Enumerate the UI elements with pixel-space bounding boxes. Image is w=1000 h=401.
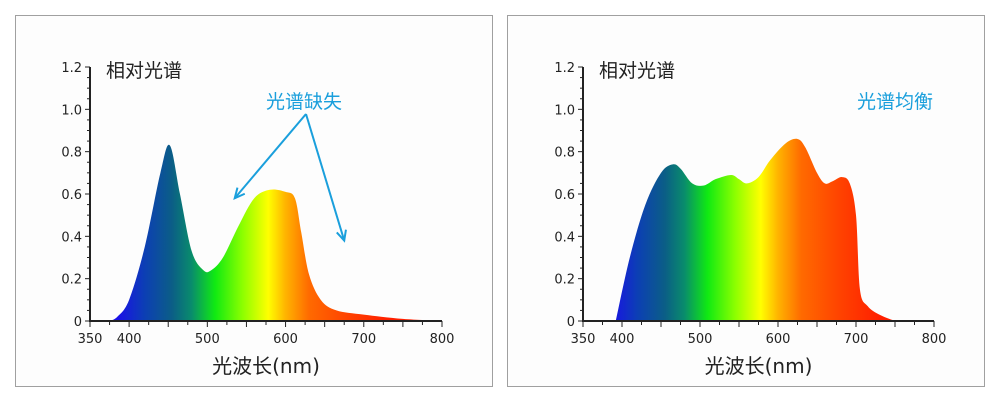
y-tick-label: 0.4 (61, 230, 82, 245)
spectrum-chart-balanced: 0 0.2 0.4 0.6 0.8 1.0 1.2 350 400 500 600 700 800 相对光… (507, 15, 985, 387)
y-tick-label: 1.0 (61, 103, 82, 118)
x-tick-label: 400 (610, 332, 635, 347)
x-tick-label: 700 (351, 332, 376, 347)
y-tick-label: 0.6 (554, 188, 575, 203)
x-tick-label: 600 (273, 332, 298, 347)
spectrum-chart-missing: 0 0.2 0.4 0.6 0.8 1.0 1.2 350 400 500 600 700 800 相对光… (15, 15, 493, 387)
y-tick-label: 0.6 (61, 188, 82, 203)
spectrum-area (109, 144, 443, 321)
x-tick-label: 500 (688, 332, 713, 347)
y-tick-label: 0 (74, 315, 82, 330)
annotation-text: 光谱均衡 (857, 91, 933, 113)
y-tick-label: 1.2 (61, 61, 82, 76)
x-tick-label: 350 (78, 332, 103, 347)
y-tick-label: 0 (567, 315, 575, 330)
x-tick-label: 700 (844, 332, 869, 347)
annotation-arrow (233, 113, 307, 199)
y-tick-label: 1.0 (554, 103, 575, 118)
x-tick-label: 800 (430, 332, 455, 347)
x-axis-label: 光波长(nm) (705, 354, 813, 378)
x-tick-label: 400 (117, 332, 142, 347)
x-tick-label: 500 (195, 332, 220, 347)
y-tick-label: 1.2 (554, 61, 575, 76)
x-tick-label: 350 (571, 332, 596, 347)
y-tick-label: 0.4 (554, 230, 575, 245)
annotation-arrow (305, 113, 346, 241)
arrow-head-icon (233, 187, 246, 200)
x-tick-label: 600 (766, 332, 791, 347)
x-axis-label: 光波长(nm) (212, 354, 320, 378)
chart-title: 相对光谱 (106, 60, 182, 82)
y-tick-label: 0.8 (61, 146, 82, 161)
annotation-text: 光谱缺失 (266, 91, 342, 113)
y-tick-label: 0.2 (61, 273, 82, 288)
spectrum-area (615, 138, 895, 321)
chart-svg: 0 0.2 0.4 0.6 0.8 1.0 1.2 350 400 500 600 700 800 相对光… (554, 60, 947, 378)
x-tick-label: 800 (922, 332, 947, 347)
arrow-head-icon (336, 229, 347, 243)
chart-svg: 0 0.2 0.4 0.6 0.8 1.0 1.2 350 400 500 600 700 800 相对光… (61, 60, 455, 378)
chart-title: 相对光谱 (599, 60, 675, 82)
y-tick-label: 0.8 (554, 146, 575, 161)
y-tick-label: 0.2 (554, 273, 575, 288)
